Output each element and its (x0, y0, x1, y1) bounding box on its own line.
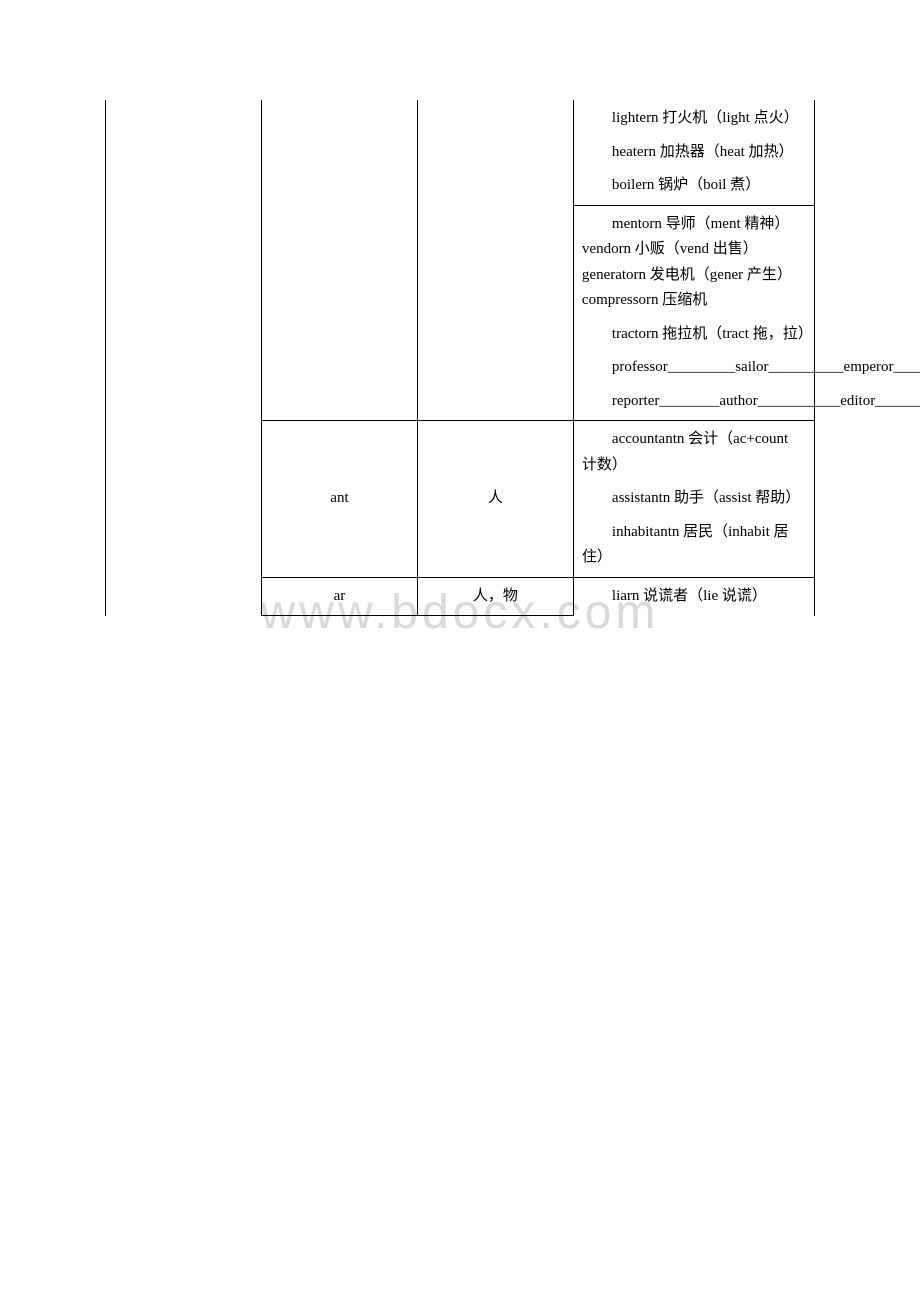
example-paragraph: assistantn 助手（assist 帮助） (582, 486, 806, 512)
col-examples: mentorn 导师（ment 精神）vendorn 小贩（vend 出售）ge… (573, 205, 814, 421)
example-paragraph: heatern 加热器（heat 加热） (582, 140, 806, 166)
example-paragraph: reporter________author___________editor_… (582, 389, 806, 415)
document-table-wrapper: lightern 打火机（light 点火） heatern 加热器（heat 加… (105, 100, 815, 616)
table-row: ar人，物 liarn 说谎者（lie 说谎） (106, 577, 815, 616)
col-category (106, 577, 262, 616)
col-category (106, 205, 262, 421)
example-paragraph: accountantn 会计（ac+count 计数） (582, 427, 806, 478)
table-row: mentorn 导师（ment 精神）vendorn 小贩（vend 出售）ge… (106, 205, 815, 421)
col-suffix: ant (261, 421, 417, 578)
col-meaning: 人 (417, 421, 573, 578)
col-suffix: ar (261, 577, 417, 616)
example-paragraph: tractorn 拖拉机（tract 拖，拉） (582, 322, 806, 348)
col-category (106, 421, 262, 578)
col-suffix (261, 205, 417, 421)
example-paragraph: lightern 打火机（light 点火） (582, 106, 806, 132)
col-examples: accountantn 会计（ac+count 计数） assistantn 助手… (573, 421, 814, 578)
table-row: lightern 打火机（light 点火） heatern 加热器（heat 加… (106, 100, 815, 205)
suffix-table: lightern 打火机（light 点火） heatern 加热器（heat 加… (105, 100, 815, 616)
example-paragraph: mentorn 导师（ment 精神）vendorn 小贩（vend 出售）ge… (582, 212, 806, 314)
col-meaning: 人，物 (417, 577, 573, 616)
example-paragraph: boilern 锅炉（boil 煮） (582, 173, 806, 199)
col-meaning (417, 100, 573, 205)
example-paragraph: inhabitantn 居民（inhabit 居住） (582, 520, 806, 571)
table-row: ant人accountantn 会计（ac+count 计数） assistant… (106, 421, 815, 578)
col-examples: liarn 说谎者（lie 说谎） (573, 577, 814, 616)
example-paragraph: professor_________sailor__________empero… (582, 355, 806, 381)
col-category (106, 100, 262, 205)
example-paragraph: liarn 说谎者（lie 说谎） (582, 584, 806, 610)
col-suffix (261, 100, 417, 205)
col-meaning (417, 205, 573, 421)
col-examples: lightern 打火机（light 点火） heatern 加热器（heat 加… (573, 100, 814, 205)
